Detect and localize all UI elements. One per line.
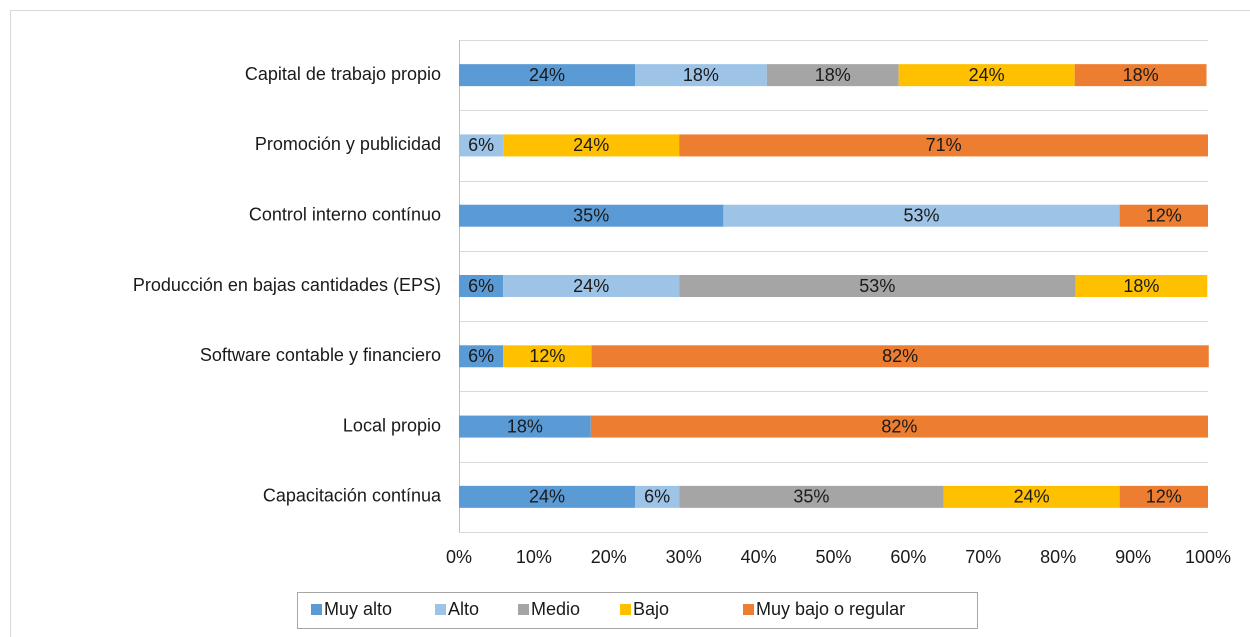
data-label: 18%: [1123, 276, 1159, 296]
data-label: 18%: [507, 416, 543, 436]
y-tick-label: Control interno contínuo: [249, 204, 441, 224]
data-label: 18%: [1123, 65, 1159, 85]
y-tick-label: Producción en bajas cantidades (EPS): [133, 275, 441, 295]
data-label: 35%: [793, 487, 829, 507]
bar-segment: [503, 134, 680, 157]
data-label: 71%: [926, 135, 962, 155]
bar-segment: [898, 64, 1075, 87]
data-label: 82%: [882, 346, 918, 366]
data-label: 24%: [573, 135, 609, 155]
y-tick-label: Capacitación contínua: [263, 486, 442, 506]
legend-label: Muy alto: [324, 599, 392, 619]
legend-swatch: [518, 604, 529, 615]
bar-segment: [459, 204, 724, 227]
bar-segment: [679, 485, 944, 508]
bar-segment: [459, 64, 636, 87]
data-label: 24%: [969, 65, 1005, 85]
bar-segment: [459, 275, 504, 297]
bar-segment: [1074, 64, 1207, 87]
bar-segment: [459, 485, 636, 508]
data-label: 35%: [573, 205, 609, 225]
data-label: 12%: [1146, 487, 1182, 507]
bar-segment: [635, 485, 680, 508]
legend-label: Muy bajo o regular: [756, 599, 905, 619]
x-tick-label: 70%: [965, 547, 1001, 567]
x-tick-label: 0%: [446, 547, 472, 567]
x-tick-label: 20%: [591, 547, 627, 567]
bar-segment: [1119, 485, 1208, 508]
x-tick-label: 90%: [1115, 547, 1151, 567]
bar-segment: [766, 64, 899, 87]
data-label: 53%: [859, 276, 895, 296]
legend-swatch: [435, 604, 446, 615]
bar-segment: [503, 345, 592, 368]
bar-segment: [1075, 275, 1208, 297]
bar-segment: [723, 204, 1120, 227]
x-tick-label: 50%: [815, 547, 851, 567]
bar-segment: [1119, 204, 1208, 227]
data-label: 6%: [468, 276, 494, 296]
bar-segment: [503, 275, 680, 297]
data-label: 82%: [881, 416, 917, 436]
bar-segment: [635, 64, 767, 87]
legend-label: Alto: [448, 599, 479, 619]
y-tick-label: Capital de trabajo propio: [245, 64, 441, 84]
data-label: 24%: [529, 65, 565, 85]
data-label: 18%: [815, 65, 851, 85]
x-tick-label: 40%: [741, 547, 777, 567]
legend-box: [297, 592, 978, 629]
x-tick-label: 30%: [666, 547, 702, 567]
data-label: 12%: [529, 346, 565, 366]
bar-segment: [590, 415, 1208, 438]
data-label: 24%: [573, 276, 609, 296]
x-tick-label: 100%: [1185, 547, 1231, 567]
y-tick-label: Local propio: [343, 415, 441, 435]
data-label: 53%: [903, 205, 939, 225]
bar-segment: [679, 275, 1076, 297]
bar-segment: [591, 345, 1209, 368]
data-label: 6%: [468, 135, 494, 155]
data-label: 18%: [683, 65, 719, 85]
data-label: 6%: [468, 346, 494, 366]
bar-segment: [459, 415, 591, 438]
legend-label: Medio: [531, 599, 580, 619]
y-tick-label: Promoción y publicidad: [255, 134, 441, 154]
data-label: 24%: [1014, 487, 1050, 507]
legend-swatch: [620, 604, 631, 615]
x-tick-label: 80%: [1040, 547, 1076, 567]
data-label: 12%: [1146, 205, 1182, 225]
bar-segment: [679, 134, 1208, 157]
bar-segment: [459, 345, 504, 368]
legend-swatch: [311, 604, 322, 615]
data-label: 6%: [644, 487, 670, 507]
x-tick-label: 10%: [516, 547, 552, 567]
x-tick-label: 60%: [890, 547, 926, 567]
legend-label: Bajo: [633, 599, 669, 619]
bar-segment: [943, 485, 1120, 508]
data-label: 24%: [529, 487, 565, 507]
legend-swatch: [743, 604, 754, 615]
bar-segment: [459, 134, 504, 157]
chart-border: [10, 10, 1250, 637]
y-tick-label: Software contable y financiero: [200, 345, 441, 365]
